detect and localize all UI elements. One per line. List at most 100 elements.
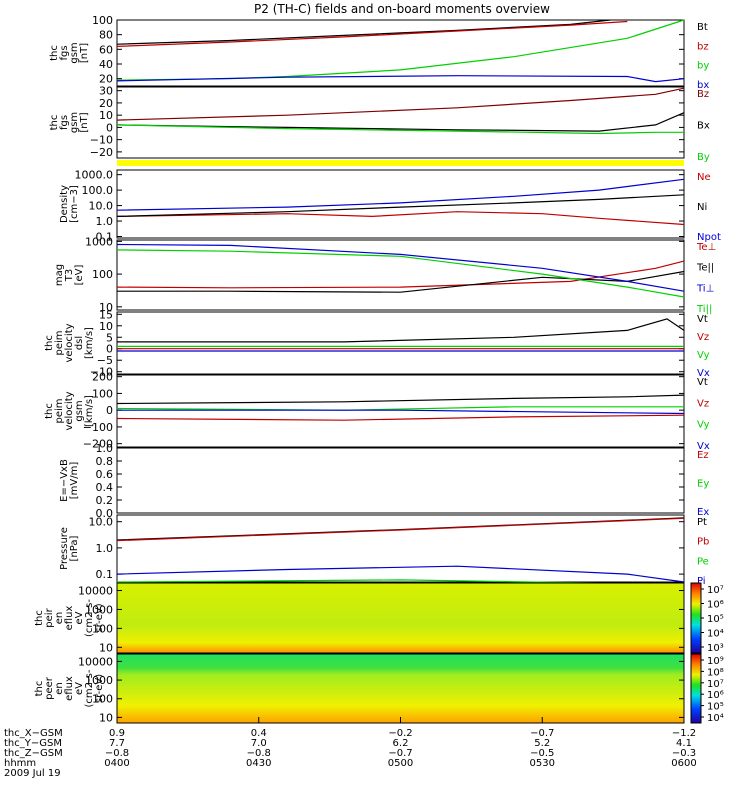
ytick-label: 100 — [92, 387, 113, 400]
ylabel-line: [eV] — [74, 265, 85, 286]
legend-Vx: Vx — [697, 441, 710, 452]
ytick-label: 0.1 — [96, 568, 114, 581]
xaxis-value: −0.8 — [105, 748, 129, 759]
panel-frame — [116, 374, 685, 448]
xaxis-row-label: thc_X−GSM — [4, 728, 63, 739]
ytick-label: 1.0 — [96, 442, 114, 455]
colorbar-label: 10⁶ — [707, 600, 724, 611]
colorbar-label: 10⁹ — [707, 656, 724, 667]
legend-Bz: Bz — [697, 89, 709, 100]
legend-By: By — [697, 152, 710, 163]
legend-Pt: Pt — [697, 517, 707, 528]
ytick-label: −5 — [97, 354, 113, 367]
legend-Npot: Npot — [697, 232, 721, 243]
ytick-label: 0 — [106, 121, 113, 134]
ylabel-line: thc — [44, 335, 55, 351]
ytick-label: −200 — [83, 438, 113, 451]
ytick-label: 1.0 — [96, 542, 114, 555]
ylabel-line: [nT] — [79, 112, 90, 132]
xaxis-value: 4.1 — [676, 738, 692, 749]
ytick-label: 0.4 — [96, 481, 114, 494]
panel-frame — [116, 86, 685, 159]
legend-Vz: Vz — [697, 332, 709, 343]
ylabel-line: mag — [54, 264, 65, 286]
ylabel-line: gsm — [69, 112, 80, 133]
ytick-label: 40 — [99, 58, 113, 71]
ytick-label: 20 — [99, 97, 113, 110]
series-Vt — [116, 394, 685, 405]
xaxis-value: 0430 — [246, 758, 271, 769]
ylabel-line: thc — [44, 403, 55, 419]
ylabel-line: velocity — [64, 323, 75, 362]
xaxis-value: −0.5 — [530, 748, 554, 759]
ytick-label: 0 — [106, 404, 113, 417]
series-Bx — [116, 112, 685, 132]
ylabel-line: velocity — [64, 391, 75, 430]
series-Ti|| — [116, 249, 685, 298]
legend-Bt: Bt — [697, 22, 708, 33]
legend-Te⊥: Te⊥ — [696, 242, 716, 253]
ylabel-line: gsm — [74, 400, 85, 421]
ytick-label: 80 — [99, 29, 113, 42]
xaxis-value: 6.2 — [393, 738, 409, 749]
legend-Ey: Ey — [697, 479, 709, 490]
ylabel-line: en — [54, 612, 65, 625]
panel-ion-spectrogram: 10³ 10⁴ 10⁵ 10⁶ 10⁷ 10 100 1000 10000 thc peir en ef… — [34, 582, 724, 654]
ylabel-line: eV — [74, 682, 85, 695]
series-Bt — [116, 19, 611, 45]
legend-Ez: Ez — [697, 450, 709, 461]
ytick-label: −20 — [90, 146, 113, 159]
ytick-label: 1000 — [85, 674, 113, 687]
yellow-strip — [117, 160, 684, 166]
panel-pressure: 0.1 1.0 10.0 Pressure [nPa] Pt Pb Pe Pi — [59, 514, 709, 587]
legend-Vt: Vt — [697, 314, 708, 325]
colorbar-label: 10⁵ — [707, 614, 724, 625]
ylabel-line: [km/s] — [84, 327, 95, 359]
ylabel-line: thc — [49, 115, 60, 131]
ytick-label: 10 — [99, 109, 113, 122]
colorbar-label: 10⁶ — [707, 690, 724, 701]
panel-temperature: 10 100 1000 mag T3 [eV] Te⊥ Te|| Ti⊥ Ti|| — [54, 235, 716, 315]
ytick-label: 10 — [99, 641, 113, 654]
panel-velocity-gsm: −200 −100 0 100 200 thc peim velocity gsm [km/s] V… — [44, 371, 710, 452]
panel-frame — [116, 19, 685, 87]
ylabel-line: thc — [49, 45, 60, 61]
series-Ni — [116, 194, 685, 217]
ylabel-line: fgs — [59, 45, 70, 60]
ylabel-line: [nPa] — [69, 535, 80, 561]
colorbar-label: 10⁵ — [707, 702, 724, 713]
ylabel-line: Density — [59, 185, 70, 223]
xaxis-value: −0.3 — [672, 748, 696, 759]
xaxis-value: 0500 — [388, 758, 413, 769]
xaxis-value: 0400 — [104, 758, 129, 769]
xaxis-value: −0.8 — [247, 748, 271, 759]
xaxis-value: −0.7 — [388, 748, 412, 759]
ylabel-line: sr-eV) — [94, 603, 105, 632]
legend-bx: bx — [697, 80, 709, 91]
series-Te|| — [117, 270, 685, 293]
legend-Vy: Vy — [697, 420, 710, 431]
ylabel-line: dsl — [74, 336, 85, 350]
ytick-label: 0.1 — [96, 231, 114, 244]
series-Pi — [116, 565, 685, 583]
colorbar-label: 10⁴ — [707, 713, 724, 724]
colorbar-label: 10⁷ — [707, 679, 724, 690]
ytick-label: −10 — [90, 366, 113, 379]
ytick-label: 100.0 — [82, 184, 114, 197]
xaxis-value: 0.4 — [251, 728, 267, 739]
series-Te⊥ — [116, 260, 685, 289]
xaxis-value: 5.2 — [534, 738, 550, 749]
ylabel-line: fgs — [59, 115, 70, 130]
series-Vy — [116, 406, 684, 411]
series-by — [116, 19, 685, 81]
ylabel-line: [cm−3] — [69, 185, 80, 223]
ytick-label: 10.0 — [89, 516, 114, 529]
ytick-label: 0.6 — [96, 468, 114, 481]
ylabel-line: T3 — [64, 269, 75, 282]
colorbar — [690, 582, 702, 654]
series-Ti⊥ — [116, 243, 685, 292]
